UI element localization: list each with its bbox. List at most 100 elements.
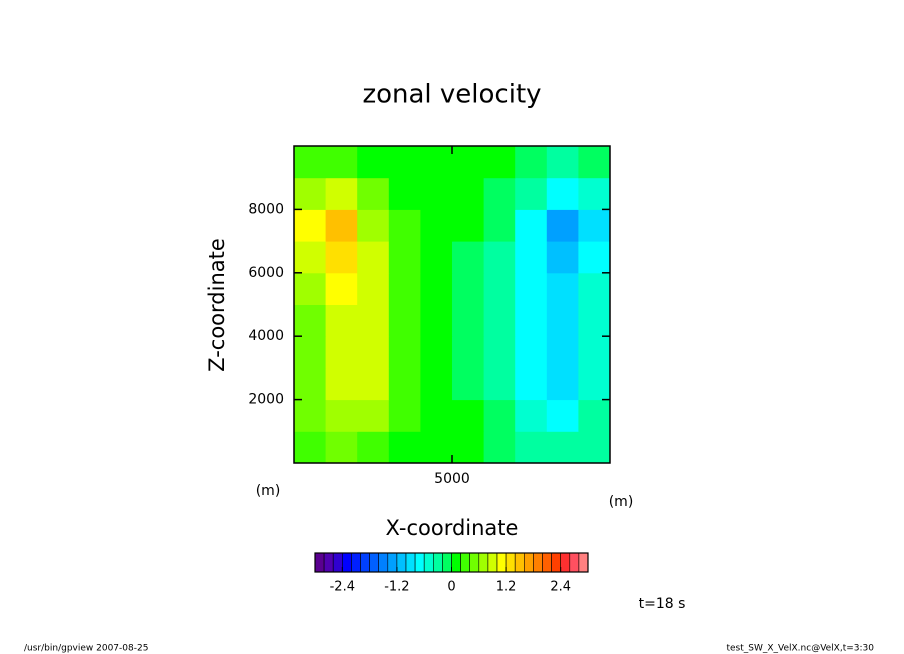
field-cell xyxy=(452,272,485,305)
field-cell xyxy=(325,304,358,337)
field-cell xyxy=(294,336,327,369)
field-cell xyxy=(420,146,453,179)
field-cell xyxy=(452,399,485,432)
field-cell xyxy=(325,272,358,305)
field-cell xyxy=(294,209,327,242)
field-cell xyxy=(483,304,516,337)
colorbar-swatch xyxy=(405,552,416,573)
y-tick-label: 4000 xyxy=(248,328,284,344)
field-cell xyxy=(357,146,390,179)
field-cell xyxy=(420,431,453,464)
field-cell xyxy=(388,304,421,337)
colorbar-tick-label: 1.2 xyxy=(496,580,517,595)
field-cell xyxy=(388,367,421,401)
field-cell xyxy=(515,304,548,337)
x-axis-label: X-coordinate xyxy=(386,516,519,540)
field-cell xyxy=(578,367,611,401)
field-cell xyxy=(325,146,358,179)
field-cell xyxy=(357,367,390,401)
field-cell xyxy=(388,146,421,179)
field-cell xyxy=(578,336,611,369)
field-cell xyxy=(515,146,548,179)
field-cell xyxy=(388,241,421,274)
field-cell xyxy=(483,272,516,305)
field-cell xyxy=(578,304,611,337)
colorbar-swatch xyxy=(578,552,589,573)
colorbar-swatch xyxy=(533,552,543,573)
colorbar-swatch xyxy=(442,552,452,573)
y-tick-label: 8000 xyxy=(248,201,284,217)
field-cell xyxy=(420,241,453,274)
field-cell xyxy=(578,272,611,305)
field-cell xyxy=(546,367,579,401)
colorbar-swatch xyxy=(460,552,471,573)
field-cell xyxy=(294,241,327,274)
field-cell xyxy=(325,399,358,432)
colorbar-swatch xyxy=(569,552,580,573)
y-tick-label: 2000 xyxy=(248,392,284,408)
colorbar-swatch xyxy=(414,552,425,573)
field-cell xyxy=(357,209,390,242)
colorbar-swatch xyxy=(323,552,334,573)
field-cell xyxy=(388,209,421,242)
field-cell xyxy=(388,177,421,210)
field-cell xyxy=(515,336,548,369)
y-unit: (m) xyxy=(256,483,281,499)
field-cell xyxy=(578,209,611,242)
field-cell xyxy=(294,177,327,210)
field-cell xyxy=(357,431,390,464)
colorbar-swatch xyxy=(332,552,343,573)
field-cell xyxy=(325,241,358,274)
colorbar-swatch xyxy=(478,552,489,573)
field-cell xyxy=(515,209,548,242)
colorbar-swatch xyxy=(487,552,498,573)
colorbar-swatch xyxy=(496,552,507,573)
field-cell xyxy=(483,399,516,432)
field-cell xyxy=(546,146,579,179)
colorbar-swatch xyxy=(551,552,561,573)
field-cell xyxy=(420,209,453,242)
field-cell xyxy=(515,399,548,432)
field-cell xyxy=(578,146,611,179)
colorbar-swatch xyxy=(423,552,434,573)
field-cell xyxy=(515,241,548,274)
field-cell xyxy=(357,336,390,369)
field-cell xyxy=(420,367,453,401)
field-cell xyxy=(325,431,358,464)
field-cell xyxy=(452,336,485,369)
field-cell xyxy=(546,336,579,369)
colorbar-swatch xyxy=(369,552,380,573)
colorbar-tick-label: 2.4 xyxy=(550,580,571,595)
field-cell xyxy=(294,272,327,305)
colorbar-swatch xyxy=(523,552,534,573)
field-cell xyxy=(578,431,611,464)
field-cell xyxy=(546,272,579,305)
field-cell xyxy=(420,177,453,210)
field-cell xyxy=(483,146,516,179)
field-cell xyxy=(546,209,579,242)
colorbar-swatch xyxy=(514,552,525,573)
colorbar-swatch xyxy=(560,552,571,573)
field-cell xyxy=(325,177,358,210)
field-cell xyxy=(357,241,390,274)
field-cell xyxy=(452,241,485,274)
footer-left: /usr/bin/gpview 2007-08-25 xyxy=(24,644,148,654)
colorbar-swatch xyxy=(451,552,461,573)
field-cell xyxy=(452,209,485,242)
colorbar-swatch xyxy=(432,552,443,573)
field-cell xyxy=(388,399,421,432)
field-cell xyxy=(515,367,548,401)
colorbar-swatch xyxy=(505,552,516,573)
field-cell xyxy=(294,304,327,337)
field-cell xyxy=(483,177,516,210)
y-tick-label: 6000 xyxy=(248,265,284,281)
field-cell xyxy=(546,431,579,464)
field-cell xyxy=(452,146,485,179)
chart-title: zonal velocity xyxy=(362,80,541,110)
field-cell xyxy=(578,241,611,274)
y-axis-label: Z-coordinate xyxy=(205,238,229,372)
x-tick-label: 5000 xyxy=(434,471,470,487)
contour-field xyxy=(294,146,611,464)
field-cell xyxy=(357,177,390,210)
